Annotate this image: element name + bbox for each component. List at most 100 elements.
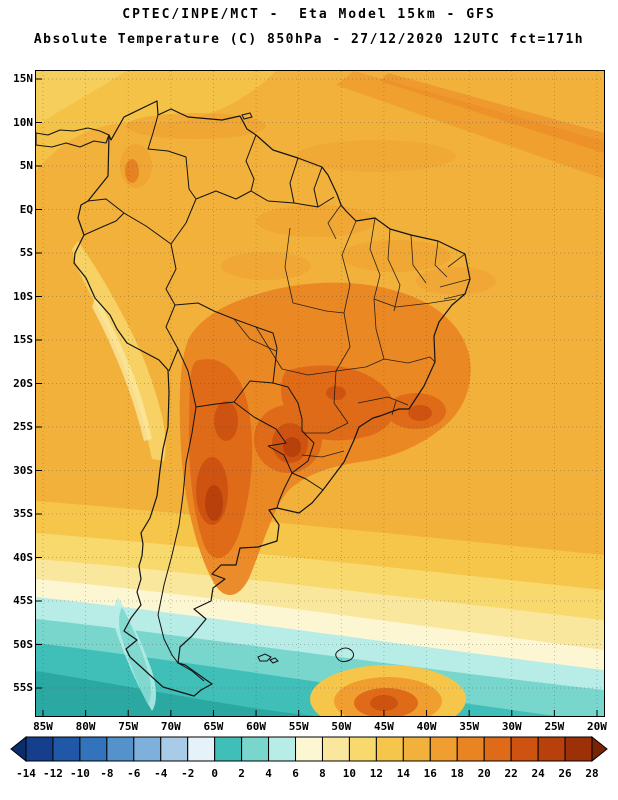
colorbar-tick-16: 16 [423,767,437,780]
field-itcz-patch [296,140,456,172]
lon-label-70W: 70W [160,720,181,733]
field-amazon-patch-3 [221,252,311,280]
colorbar-tick--12: -12 [43,767,63,780]
temperature-map-canvas [36,71,604,716]
field-paraguay-hottest [283,437,301,457]
colorbar-segment-6 [187,736,216,762]
title-line-1: CPTEC/INPE/MCT - Eta Model 15km - GFS [122,7,496,22]
colorbar-tick-22: 22 [504,767,518,780]
lat-label-EQ: EQ [19,202,33,216]
colorbar-segment-15 [429,736,458,762]
lat-label-40S: 40S [13,550,33,564]
state-borders [233,204,471,458]
colorbar-segment-10 [295,736,323,762]
colorbar-tick-12: 12 [369,767,383,780]
lat-label-25S: 25S [13,420,33,433]
lon-label-85W: 85W [33,720,53,733]
lon-label-75W: 75W [118,720,139,733]
colorbar-segment-8 [241,736,270,762]
colorbar-segment-5 [160,736,189,762]
lon-label-20W: 20W [587,720,607,733]
peru-coast-pale [92,296,152,441]
lat-label-50S: 50S [13,637,33,651]
lat-label-5S: 5S [19,246,33,259]
country-borders [83,114,335,682]
colorbar-tick-4: 4 [265,767,272,780]
lon-label-65W: 65W [203,720,224,733]
colorbar-tick-6: 6 [292,767,299,780]
chile-coast-cyan [119,607,151,705]
colorbar-tick-26: 26 [558,767,572,780]
colorbar-segment-13 [375,736,404,762]
field-colombia-core [125,159,139,183]
lon-label-80W: 80W [75,720,96,733]
field-go-core [326,386,346,400]
colorbar-segment-12 [348,736,377,762]
band-deep-teal [36,671,316,716]
colorbar-arrow-right [591,736,608,762]
colorbar-segment-2 [79,736,108,762]
colorbar-segment-16 [456,736,485,762]
field-venezuela-patch [126,113,266,139]
colorbar-segment-0 [25,736,54,762]
lon-label-50W: 50W [331,720,352,733]
eddy-core [370,695,398,711]
colorbar-segment-9 [268,736,297,762]
lon-label-25W: 25W [544,720,565,733]
field-ne-brazil-patch [416,267,496,295]
colorbar-tick-8: 8 [319,767,326,780]
colorbar-tick--6: -6 [127,767,141,780]
colorbar-segment-17 [483,736,512,762]
lat-label-10N: 10N [13,115,33,129]
lon-label-35W: 35W [459,720,480,733]
lon-label-60W: 60W [246,720,266,733]
colorbar-svg [10,736,608,762]
field-arg-core-2 [214,401,238,441]
lon-label-45W: 45W [373,720,394,733]
lat-label-15S: 15S [13,333,33,346]
lon-label-30W: 30W [501,720,522,733]
lat-label-20S: 20S [13,376,33,390]
colorbar-arrow-left [10,736,27,762]
central-america-coastline [36,127,110,148]
colorbar-tick--2: -2 [181,767,195,780]
map-plot-area [35,70,605,717]
colorbar-tick-2: 2 [238,767,245,780]
colorbar-tick-18: 18 [450,767,464,780]
lat-label-55S: 55S [13,681,33,694]
colorbar-tick-28: 28 [585,767,599,780]
closed-contour-south-atlantic [335,647,355,663]
colorbar-segment-18 [510,736,539,762]
colorbar-segment-4 [133,736,162,762]
colorbar-tick--8: -8 [100,767,114,780]
lat-label-15N: 15N [13,72,33,85]
lat-label-5N: 5N [19,159,33,172]
trinidad-island [241,112,253,120]
colorbar-tick--14: -14 [16,767,36,780]
field-nw-yellow [36,71,126,126]
field-ne-streak [336,71,604,179]
colorbar-segment-20 [564,736,593,762]
field-mg-core [408,405,432,421]
colorbar-segment-11 [321,736,350,762]
colorbar-tick-0: 0 [211,767,218,780]
lat-label-35S: 35S [13,507,33,520]
colorbar-tick--4: -4 [154,767,168,780]
lat-label-10S: 10S [13,289,33,303]
lon-label-55W: 55W [288,720,309,733]
lat-label-45S: 45S [13,594,33,607]
field-arg-hottest [205,485,223,521]
colorbar-segment-3 [106,736,135,762]
colorbar-tick-20: 20 [477,767,491,780]
colorbar-tick--10: -10 [69,767,90,780]
colorbar-segment-14 [402,736,431,762]
title-line-2: Absolute Temperature (C) 850hPa - 27/12/… [33,32,585,47]
field-ne-streak-core [380,73,604,153]
field-amazon-patch-1 [256,205,376,237]
colorbar-segment-7 [214,736,243,762]
falkland-islands [257,653,279,664]
colorbar-tick-10: 10 [342,767,357,780]
south-america-coastline [73,100,471,697]
lat-label-30S: 30S [13,463,33,477]
